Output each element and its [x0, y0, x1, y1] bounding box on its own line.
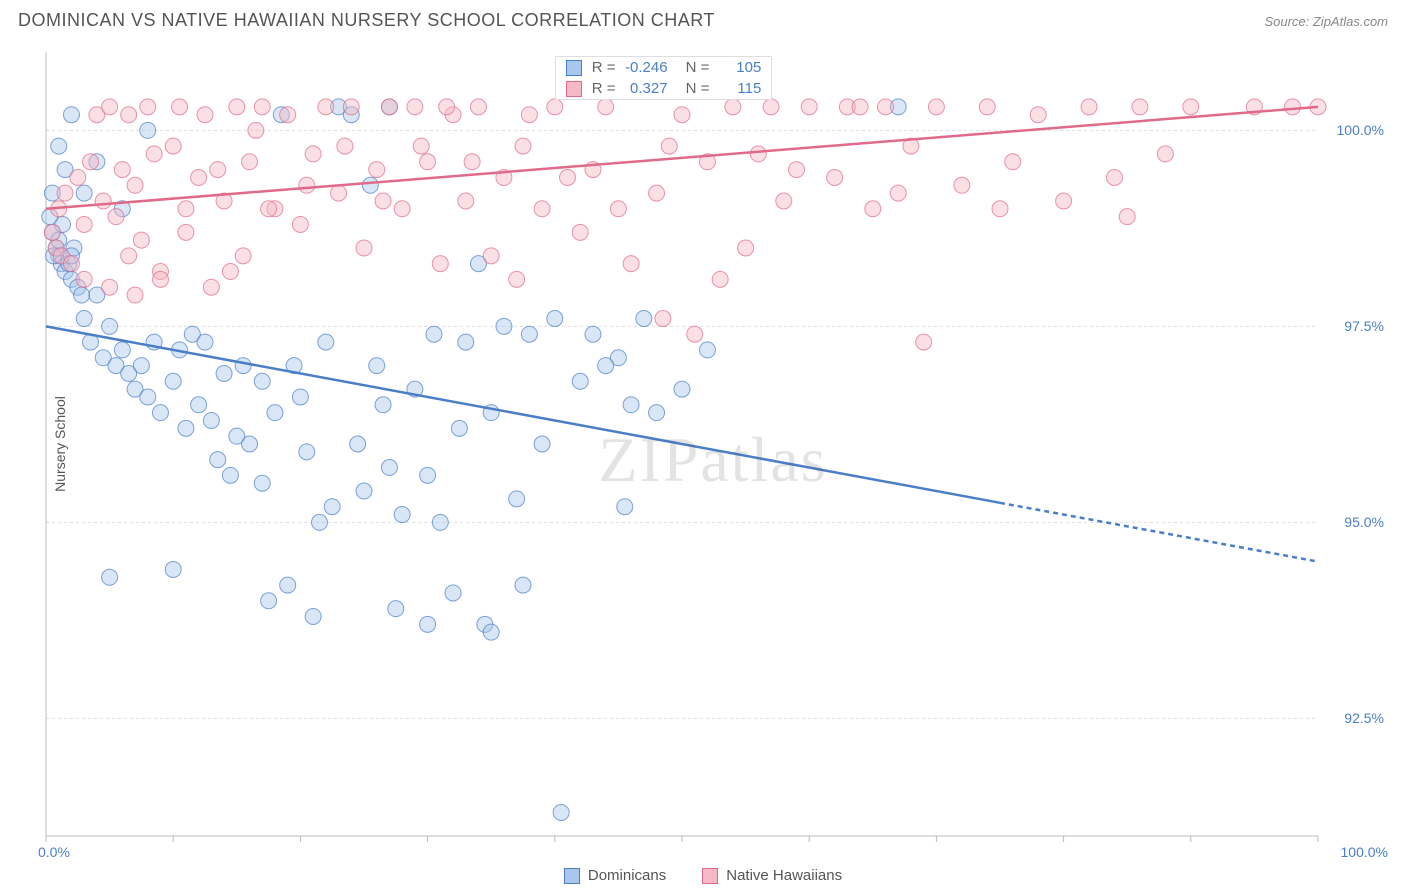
n-label: N =	[686, 59, 710, 76]
legend-item: Native Hawaiians	[702, 867, 842, 884]
n-value: 105	[713, 59, 761, 76]
y-tick-label: 100.0%	[1337, 122, 1384, 138]
n-value: 115	[713, 80, 761, 97]
legend-swatch	[702, 868, 718, 884]
scatter-plot	[38, 44, 1388, 844]
bottom-legend: Dominicans Native Hawaiians	[0, 867, 1406, 884]
source-text: Source: ZipAtlas.com	[1264, 14, 1388, 29]
stat-legend-box: R =-0.246 N =105 R =0.327 N =115	[555, 56, 773, 100]
legend-swatch	[564, 868, 580, 884]
legend-swatch	[566, 81, 582, 97]
y-tick-label: 97.5%	[1344, 318, 1384, 334]
legend-label: Dominicans	[588, 867, 666, 884]
stat-row: R =-0.246 N =105	[556, 57, 772, 78]
r-value: -0.246	[620, 59, 668, 76]
y-tick-label: 95.0%	[1344, 514, 1384, 530]
y-tick-label: 92.5%	[1344, 710, 1384, 726]
chart-area: Nursery School ZIPatlas 92.5%95.0%97.5%1…	[38, 44, 1388, 844]
chart-title: DOMINICAN VS NATIVE HAWAIIAN NURSERY SCH…	[18, 10, 715, 31]
r-label: R =	[592, 59, 616, 76]
legend-swatch	[566, 60, 582, 76]
legend-item: Dominicans	[564, 867, 666, 884]
r-value: 0.327	[620, 80, 668, 97]
r-label: R =	[592, 80, 616, 97]
x-tick-max: 100.0%	[1341, 844, 1388, 860]
x-axis-labels: 0.0% 100.0%	[38, 844, 1388, 862]
legend-label: Native Hawaiians	[726, 867, 842, 884]
y-axis-label: Nursery School	[52, 396, 68, 492]
x-tick-min: 0.0%	[38, 844, 70, 860]
stat-row: R =0.327 N =115	[556, 78, 772, 99]
n-label: N =	[686, 80, 710, 97]
